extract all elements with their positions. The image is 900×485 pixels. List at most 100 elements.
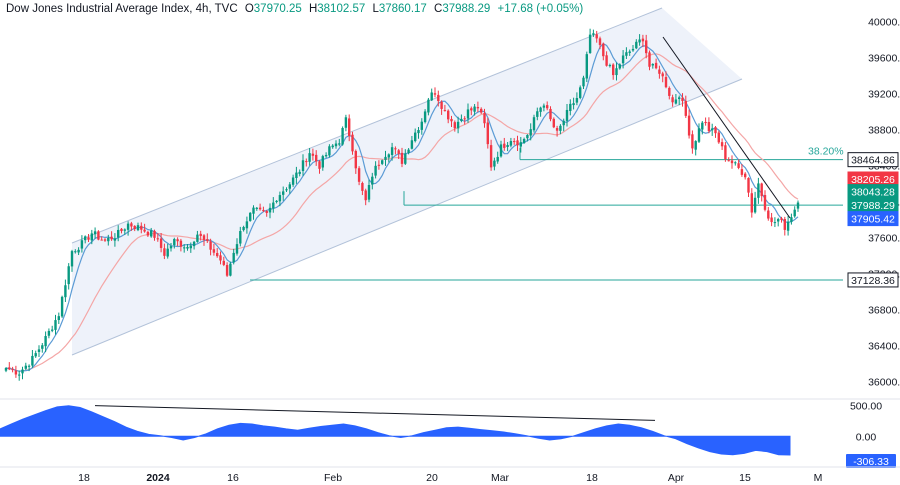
candle-body [572, 103, 575, 106]
candle-body [796, 202, 800, 209]
candle [186, 244, 189, 251]
candle [552, 117, 555, 129]
candle-body [166, 248, 169, 257]
candle [275, 200, 278, 204]
close-value: 37988.29 [442, 3, 491, 15]
candle [397, 148, 400, 160]
candle [410, 135, 414, 150]
candle [126, 221, 130, 236]
time-tick-label: Apr [668, 472, 685, 484]
candle-body [678, 97, 681, 100]
candle [338, 138, 341, 147]
candle-body [648, 52, 651, 67]
high-label: H [308, 3, 318, 15]
candle [582, 75, 585, 89]
candle-body [615, 68, 618, 76]
candle [793, 206, 796, 218]
candle [367, 179, 371, 203]
time-tick-label: Mar [491, 472, 510, 484]
candle [159, 233, 163, 253]
candle-body [493, 160, 496, 167]
candle [21, 366, 24, 380]
candle [674, 93, 678, 105]
candle [222, 256, 225, 267]
candle [308, 148, 311, 166]
candle [440, 100, 443, 115]
candle-body [103, 239, 107, 241]
candle-body [562, 120, 565, 126]
candle-body [209, 241, 212, 250]
candle-body [324, 155, 328, 157]
candle-body [427, 99, 430, 113]
candle-body [186, 246, 189, 249]
candle [628, 49, 631, 56]
candle-body [407, 149, 410, 153]
candle [572, 97, 575, 110]
candle-body [763, 195, 767, 210]
candle [70, 249, 74, 272]
candle-body [354, 150, 357, 169]
candle [546, 101, 549, 111]
candle [519, 136, 522, 153]
candle [773, 217, 777, 228]
candle-body [31, 355, 34, 366]
candle [390, 142, 394, 161]
candle [153, 229, 156, 241]
candle-body [146, 231, 150, 236]
candle-body [473, 106, 476, 112]
time-axis[interactable]: 18 2024 16 Feb 20 Mar 18 Apr 15 M [0, 466, 900, 484]
candle-body [767, 210, 770, 219]
candle [414, 128, 417, 143]
candle [291, 174, 295, 187]
price-tag: 37988.29 [847, 197, 899, 213]
time-tick-label: Feb [324, 472, 342, 484]
candle-body [298, 171, 301, 174]
candle-body [681, 97, 684, 102]
candle [668, 86, 671, 100]
candle-body [397, 150, 400, 154]
price-tick-label: 39200.00 [868, 89, 900, 101]
candle-body [153, 230, 156, 238]
candle [242, 225, 245, 232]
candle [747, 177, 750, 198]
candle [212, 243, 216, 256]
candle-body [661, 73, 664, 77]
candle [585, 51, 588, 82]
candle-body [225, 265, 229, 276]
change-value: +17.68 (+0.05%) [497, 3, 584, 15]
candle-body [635, 41, 638, 49]
candle [206, 233, 209, 243]
candle-body [206, 239, 209, 242]
candle-body [423, 111, 427, 123]
candle-body [404, 153, 407, 164]
candle [796, 200, 800, 212]
candle [430, 88, 433, 102]
candle-body [691, 134, 694, 149]
candle [123, 228, 126, 235]
candle-body [377, 164, 381, 166]
candle-body [390, 147, 394, 155]
candle-body [658, 69, 661, 74]
candle-body [793, 209, 796, 217]
candle-body [466, 109, 470, 119]
oscillator-tag-bg [846, 454, 896, 469]
price-tick-label: 37600.00 [868, 233, 900, 245]
candle [298, 169, 301, 177]
candle-body [400, 152, 404, 164]
price-tag: 38205.26 [847, 171, 899, 187]
low-value: 37860.17 [378, 3, 427, 15]
candle-body [773, 222, 777, 224]
price-tag-bg [847, 152, 899, 168]
candle-body [734, 162, 737, 164]
candle [539, 106, 542, 117]
candle [575, 92, 579, 106]
candle [341, 126, 344, 146]
candle-body [140, 225, 143, 230]
candle [384, 150, 387, 166]
candle-body [70, 251, 74, 267]
candle [536, 107, 539, 121]
candle [179, 238, 183, 252]
candle [100, 236, 103, 241]
candle-body [374, 165, 377, 176]
